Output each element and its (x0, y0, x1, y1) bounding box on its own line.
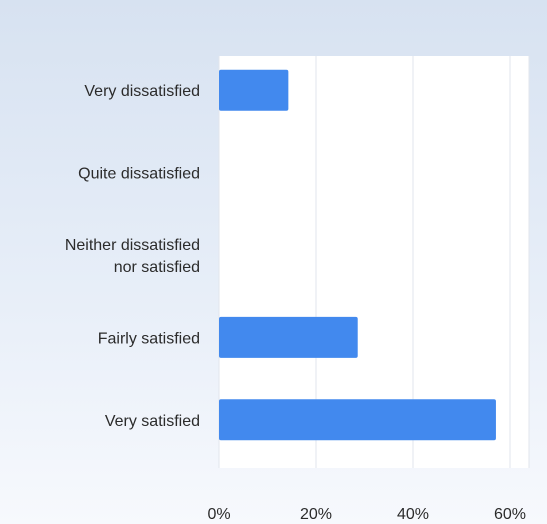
category-labels: Very dissatisfied Quite dissatisfied Neith… (65, 83, 200, 430)
x-tick-label-0: 0% (207, 506, 230, 523)
bar-3 (219, 316, 358, 358)
category-label-line: Neither dissatisfied (65, 237, 200, 254)
bar-0 (219, 69, 289, 111)
category-label-4: Very satisfied (105, 413, 200, 430)
x-tick-label-2: 40% (397, 506, 429, 523)
category-label-0: Very dissatisfied (84, 83, 200, 100)
category-label-2: Neither dissatisfied nor satisfied (65, 237, 200, 276)
x-tick-labels: 0% 20% 40% 60% (207, 506, 526, 523)
bars (219, 69, 496, 441)
category-label-line: Very dissatisfied (84, 83, 200, 100)
category-label-line: nor satisfied (114, 259, 200, 276)
bar-4 (219, 399, 496, 441)
category-label-line: Fairly satisfied (98, 330, 200, 347)
category-label-line: Very satisfied (105, 413, 200, 430)
category-label-line: Quite dissatisfied (78, 166, 200, 183)
category-label-3: Fairly satisfied (98, 330, 200, 347)
x-tick-label-3: 60% (494, 506, 526, 523)
category-label-1: Quite dissatisfied (78, 166, 200, 183)
x-tick-label-1: 20% (300, 506, 332, 523)
